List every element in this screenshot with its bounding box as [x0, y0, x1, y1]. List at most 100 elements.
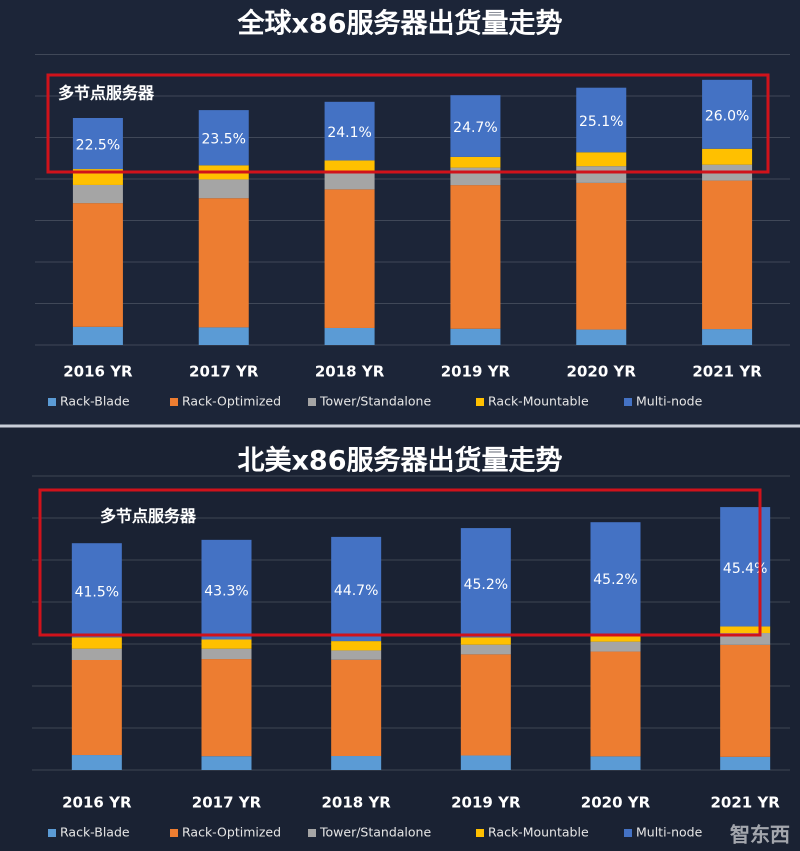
bar-segment [331, 756, 382, 770]
annotation: 多节点服务器 [100, 507, 197, 526]
legend-swatch [624, 829, 632, 837]
bar-segment [198, 198, 249, 328]
bar-segment [72, 184, 123, 204]
bar-segment [324, 101, 375, 161]
legend-label: Tower/Standalone [319, 825, 431, 840]
legend-swatch [308, 398, 316, 406]
bar-segment [201, 756, 252, 770]
bar-segment [71, 648, 122, 661]
bar-segment [198, 327, 249, 345]
x-tick-label: 2017 YR [192, 794, 262, 812]
legend-swatch [476, 398, 484, 406]
bar-segment [450, 167, 501, 186]
chart-title: 北美x86服务器出货量走势 [238, 445, 563, 477]
bar-segment [576, 87, 627, 153]
x-tick-label: 2018 YR [315, 363, 385, 381]
x-tick-label: 2020 YR [581, 794, 651, 812]
value-label: 43.3% [204, 584, 248, 600]
legend-label: Rack-Mountable [488, 394, 589, 409]
value-label: 45.2% [464, 577, 508, 593]
value-label: 25.1% [579, 114, 623, 130]
legend-swatch [48, 398, 56, 406]
x-tick-label: 2019 YR [441, 363, 511, 381]
bar-segment [720, 756, 771, 770]
bar-segment [198, 179, 249, 199]
bar-segment [590, 522, 641, 635]
bar-segment [576, 329, 627, 345]
bar-segment [331, 536, 382, 642]
bar-segment [702, 329, 753, 345]
bar-segment [324, 327, 375, 345]
bar-segment [460, 528, 511, 638]
x-tick-label: 2017 YR [189, 363, 259, 381]
annotation: 多节点服务器 [58, 84, 155, 103]
legend-label: Multi-node [636, 825, 703, 840]
bar-segment [71, 637, 122, 649]
x-tick-label: 2021 YR [692, 363, 762, 381]
legend-swatch [48, 829, 56, 837]
bar-segment [72, 203, 123, 327]
value-label: 45.2% [593, 572, 637, 588]
bar-segment [720, 626, 771, 634]
bar-segment [201, 659, 252, 757]
x-tick-label: 2016 YR [63, 363, 133, 381]
legend-label: Rack-Optimized [182, 825, 281, 840]
bar-segment [460, 755, 511, 770]
legend-label: Tower/Standalone [319, 394, 431, 409]
x-tick-label: 2016 YR [62, 794, 132, 812]
bar-segment [72, 326, 123, 345]
bar-segment [72, 117, 123, 170]
legend-swatch [170, 829, 178, 837]
bar-segment [71, 755, 122, 770]
bar-segment [450, 95, 501, 157]
bar-segment [324, 189, 375, 328]
legend-label: Rack-Mountable [488, 825, 589, 840]
bar-segment [720, 644, 771, 757]
highlight-box [46, 73, 770, 174]
legend-swatch [476, 829, 484, 837]
bar-segment [590, 641, 641, 652]
value-label: 22.5% [76, 138, 120, 154]
bar-segment [201, 639, 252, 649]
bar-segment [450, 156, 501, 168]
bar-segment [331, 650, 382, 660]
bar-segment [198, 110, 249, 166]
bar-segment [460, 637, 511, 645]
bar-segment [324, 172, 375, 190]
bar-segment [702, 79, 753, 149]
bar-segment [324, 160, 375, 173]
legend-label: Rack-Optimized [182, 394, 281, 409]
bar-segment [702, 148, 753, 165]
bar-segment [331, 641, 382, 651]
bar-segment [450, 185, 501, 329]
chart-title: 全球x86服务器出货量走势 [237, 8, 563, 40]
bar-segment [201, 539, 252, 640]
bar-segment [331, 659, 382, 757]
value-label: 24.1% [327, 125, 371, 141]
panel [0, 0, 800, 425]
legend-label: Multi-node [636, 394, 703, 409]
watermark: 智东西 [730, 823, 790, 847]
legend-label: Rack-Blade [60, 825, 130, 840]
x-tick-label: 2018 YR [321, 794, 391, 812]
x-tick-label: 2021 YR [710, 794, 780, 812]
bar-segment [720, 633, 771, 645]
value-label: 23.5% [202, 132, 246, 148]
x-tick-label: 2020 YR [567, 363, 637, 381]
bar-segment [576, 166, 627, 183]
value-label: 44.7% [334, 583, 378, 599]
bar-segment [590, 634, 641, 642]
x-tick-label: 2019 YR [451, 794, 521, 812]
bar-segment [201, 648, 252, 660]
legend-label: Rack-Blade [60, 394, 130, 409]
legend-swatch [624, 398, 632, 406]
bar-segment [71, 660, 122, 756]
legend-swatch [170, 398, 178, 406]
bar-segment [71, 543, 122, 638]
value-label: 24.7% [453, 120, 497, 136]
bar-segment [460, 654, 511, 756]
legend-swatch [308, 829, 316, 837]
bar-segment [702, 180, 753, 330]
value-label: 26.0% [705, 108, 749, 124]
